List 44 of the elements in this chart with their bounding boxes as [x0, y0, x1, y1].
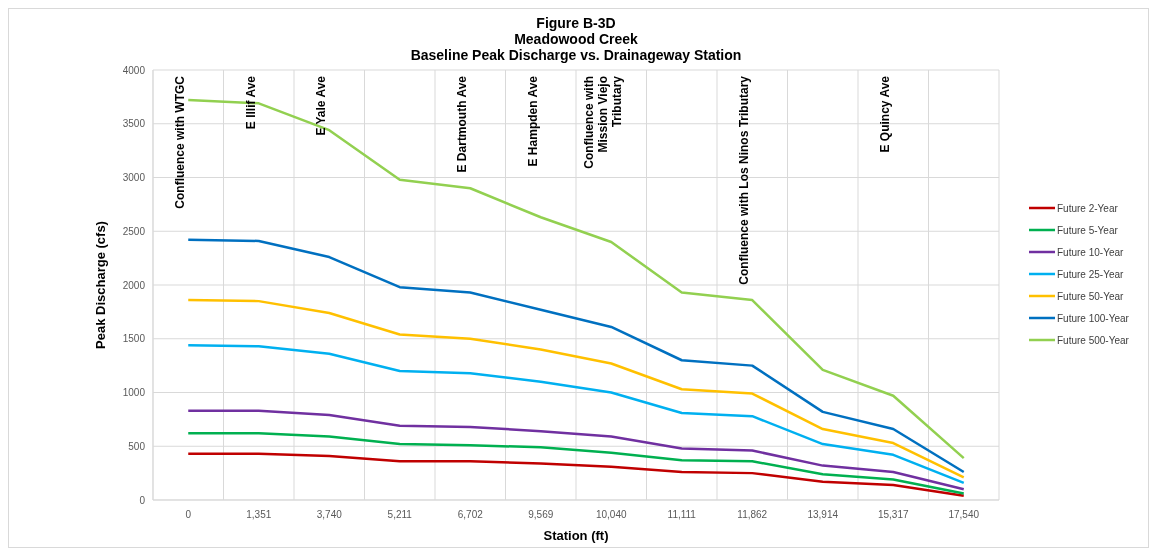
y-tick-label: 2000 — [122, 279, 146, 291]
legend-label: Future 500-Year — [1057, 334, 1130, 346]
line-series — [187, 409, 965, 491]
y-tick-label: 3500 — [122, 118, 146, 130]
annotation: E Illif Ave — [243, 75, 258, 130]
legend-label: Future 100-Year — [1057, 312, 1130, 324]
x-tick-label: 13,914 — [807, 509, 839, 520]
annotation: E Quincy Ave — [878, 75, 893, 153]
annotation: Confluence with WTGC — [173, 75, 188, 209]
y-tick-label: 500 — [128, 440, 146, 452]
x-tick-label: 5,211 — [387, 509, 413, 520]
y-tick-label: 3000 — [122, 172, 146, 183]
x-axis-title: Station (ft) — [543, 528, 609, 543]
annotation: Confluence with Los Ninos Tributary — [737, 75, 752, 285]
x-tick-label: 0 — [185, 509, 192, 520]
legend-label: Future 10-Year — [1057, 246, 1125, 258]
x-tick-label: 17,540 — [948, 509, 980, 520]
annotation: Confluence with Mission Viejo Tributary — [582, 75, 625, 169]
line-series — [187, 298, 965, 479]
annotation: E Hampden Ave — [525, 75, 540, 167]
x-tick-label: 15,317 — [877, 509, 909, 520]
line-series — [187, 343, 965, 485]
x-tick-label: 1,351 — [246, 509, 272, 520]
legend-label: Future 2-Year — [1057, 202, 1119, 214]
y-tick-label: 1000 — [122, 387, 146, 398]
legend-label: Future 50-Year — [1057, 290, 1125, 302]
x-tick-label: 6,702 — [457, 509, 484, 520]
legend-label: Future 25-Year — [1057, 268, 1125, 280]
y-tick-label: 2500 — [122, 225, 146, 237]
y-axis-title: Peak Discharge (cfs) — [93, 221, 108, 349]
line-series — [187, 432, 965, 495]
x-tick-label: 3,740 — [316, 509, 343, 520]
x-tick-label: 11,862 — [737, 509, 768, 520]
y-tick-label: 4000 — [122, 64, 146, 76]
y-tick-label: 1500 — [122, 333, 146, 345]
legend-label: Future 5-Year — [1057, 224, 1119, 236]
x-tick-label: 11,111 — [667, 509, 697, 520]
line-series — [187, 452, 965, 497]
y-tick-label: 0 — [139, 494, 146, 506]
x-tick-label: 10,040 — [595, 509, 627, 520]
annotation: E Yale Ave — [314, 75, 329, 136]
chart-title: Figure B-3D Meadowood Creek Baseline Peak Discharge vs. Drainageway Station — [410, 15, 742, 63]
x-tick-label: 9,569 — [528, 509, 554, 520]
annotation: E Dartmouth Ave — [455, 75, 470, 173]
